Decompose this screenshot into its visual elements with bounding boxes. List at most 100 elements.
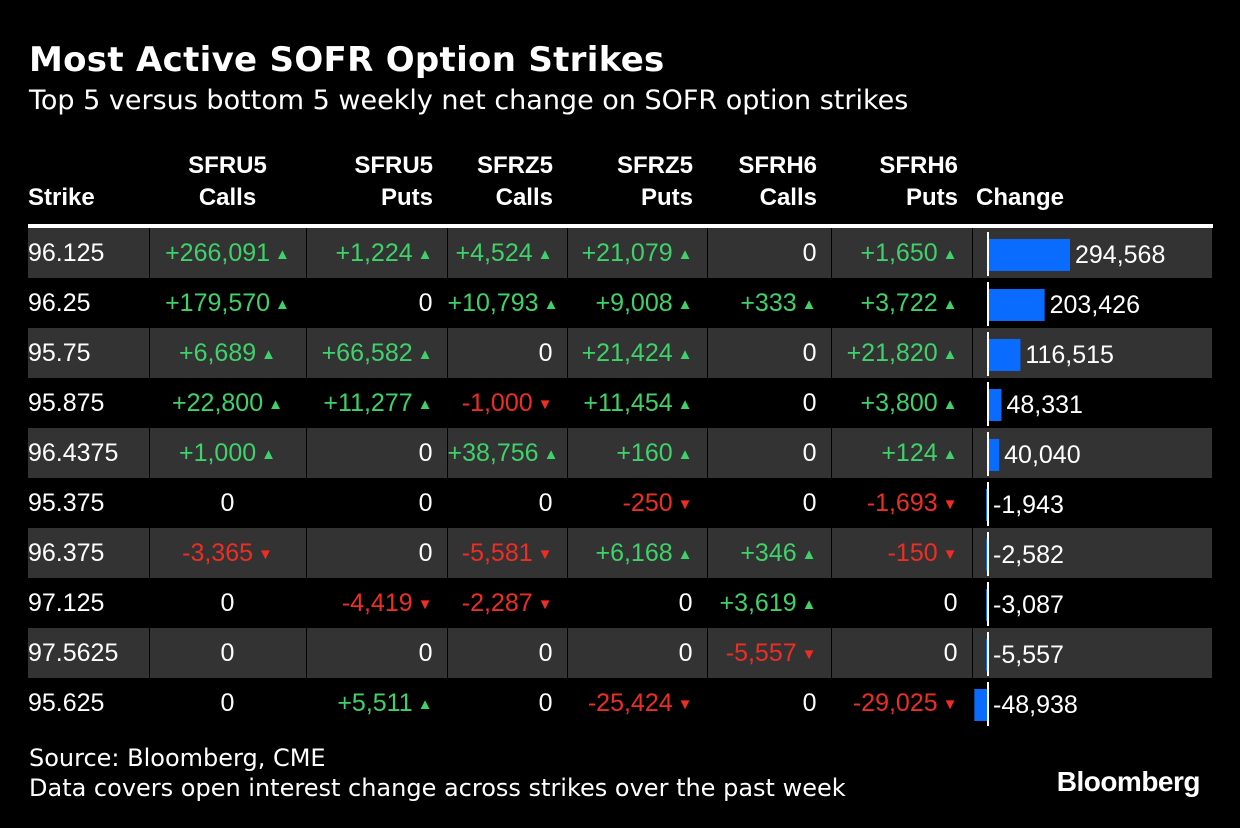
change-bar	[987, 389, 1001, 421]
cell-value: 0	[802, 438, 817, 467]
sfru5-calls-cell: -3,365 ▼	[149, 528, 307, 578]
sfrh6-puts-cell: -1,693 ▼	[831, 478, 973, 528]
sfrh6-calls-cell: +346 ▲	[707, 528, 832, 578]
change-data-label: -2,582	[993, 541, 1064, 569]
cell-value: -25,424	[587, 688, 673, 717]
change-data-label: -48,938	[993, 691, 1078, 719]
cell-value: +346	[740, 538, 797, 567]
cell-value: 0	[220, 688, 235, 717]
change-data-label: 48,331	[1006, 391, 1082, 419]
cell-value: 0	[802, 338, 817, 367]
down-arrow-icon: ▼	[417, 595, 433, 613]
cell-value: +38,756	[447, 438, 539, 467]
down-arrow-icon: ▼	[677, 695, 693, 713]
header-row: Strike SFRU5 Calls SFRU5 Puts SFRZ5 Calls S…	[28, 140, 1212, 228]
change-data-label: -1,943	[993, 491, 1064, 519]
cell-value: -250	[622, 488, 673, 517]
chart-subtitle: Top 5 versus bottom 5 weekly net change …	[29, 85, 909, 116]
change-cell: 203,426	[972, 278, 1213, 328]
sfru5-calls-cell: 0	[149, 678, 307, 728]
change-bar-chart: 116,515	[986, 332, 1114, 376]
header-sfru5-calls: SFRU5 Calls	[149, 140, 306, 228]
change-cell: -3,087	[972, 578, 1213, 628]
strike-cell: 97.5625	[28, 628, 150, 678]
sfrz5-puts-cell: +9,008 ▲	[567, 278, 708, 328]
sfrh6-puts-cell: 0	[831, 578, 973, 628]
cell-value: 0	[802, 488, 817, 517]
cell-value: +4,524	[455, 238, 533, 267]
cell-value: 0	[538, 338, 553, 367]
cell-value: -4,419	[341, 588, 413, 617]
cell-value: 0	[418, 538, 433, 567]
down-arrow-icon: ▼	[801, 645, 817, 663]
up-arrow-icon: ▲	[942, 245, 958, 263]
up-arrow-icon: ▲	[942, 395, 958, 413]
sfrz5-puts-cell: +11,454 ▲	[567, 378, 708, 428]
cell-value: +333	[740, 288, 797, 317]
table-row: 95.875 +22,800 ▲ +11,277 ▲ -1,000 ▼ +11,454 ▲ 0 +3…	[28, 378, 1213, 428]
up-arrow-icon: ▲	[801, 295, 817, 313]
sfrz5-calls-cell: -2,287 ▼	[447, 578, 568, 628]
change-bar	[987, 339, 1020, 371]
up-arrow-icon: ▲	[543, 445, 559, 463]
cell-value: +160	[616, 438, 673, 467]
change-bar-chart: -48,938	[973, 682, 1078, 726]
sfru5-calls-cell: 0	[149, 578, 307, 628]
cell-value: -150	[887, 538, 938, 567]
sfru5-calls-cell: +6,689 ▲	[149, 328, 307, 378]
change-cell: -5,557	[972, 628, 1213, 678]
up-arrow-icon: ▲	[677, 245, 693, 263]
table-row: 96.125 +266,091 ▲ +1,224 ▲ +4,524 ▲ +21,079 ▲ 0 +1…	[28, 226, 1213, 278]
change-cell: -48,938	[972, 678, 1213, 728]
strike-cell: 95.75	[28, 328, 150, 378]
sfrz5-puts-cell: +21,079 ▲	[567, 226, 708, 278]
up-arrow-icon: ▲	[417, 395, 433, 413]
up-arrow-icon: ▲	[417, 245, 433, 263]
change-data-label: 116,515	[1025, 341, 1114, 369]
change-bar-chart: 48,331	[986, 382, 1082, 426]
header-sfru5-puts: SFRU5 Puts	[306, 140, 447, 228]
cell-value: -2,287	[461, 588, 533, 617]
change-cell: 40,040	[972, 428, 1213, 478]
cell-value: 0	[220, 588, 235, 617]
cell-value: +9,008	[595, 288, 673, 317]
change-data-label: 203,426	[1049, 291, 1139, 319]
cell-value: 0	[220, 488, 235, 517]
up-arrow-icon: ▲	[417, 345, 433, 363]
sfru5-puts-cell: +66,582 ▲	[306, 328, 448, 378]
down-arrow-icon: ▼	[537, 595, 553, 613]
change-bar-chart: 203,426	[986, 282, 1140, 326]
sfrz5-calls-cell: -5,581 ▼	[447, 528, 568, 578]
change-bar	[987, 439, 999, 471]
data-note: Data covers open interest change across …	[29, 774, 846, 802]
sfrz5-calls-cell: 0	[447, 328, 568, 378]
change-bar	[973, 689, 988, 721]
cell-value: 0	[943, 638, 958, 667]
cell-value: -5,557	[725, 638, 797, 667]
down-arrow-icon: ▼	[942, 695, 958, 713]
down-arrow-icon: ▼	[537, 545, 553, 563]
cell-value: -29,025	[852, 688, 938, 717]
change-cell: -1,943	[972, 478, 1213, 528]
cell-value: 0	[802, 388, 817, 417]
cell-value: 0	[802, 238, 817, 267]
cell-value: 0	[538, 488, 553, 517]
cell-value: +21,820	[846, 338, 938, 367]
down-arrow-icon: ▼	[537, 395, 553, 413]
up-arrow-icon: ▲	[677, 445, 693, 463]
cell-value: +21,079	[581, 238, 673, 267]
sfru5-puts-cell: 0	[306, 428, 448, 478]
up-arrow-icon: ▲	[677, 545, 693, 563]
table-row: 97.125 0 -4,419 ▼ -2,287 ▼ 0 +3,619 ▲ 0 -3,087	[28, 578, 1213, 628]
sfru5-calls-cell: +179,570 ▲	[149, 278, 307, 328]
header-sfrz5-calls: SFRZ5 Calls	[447, 140, 567, 228]
up-arrow-icon: ▲	[942, 445, 958, 463]
sfrh6-calls-cell: 0	[707, 478, 832, 528]
change-bar-chart: 40,040	[986, 432, 1080, 476]
table-row: 95.375 0 0 0 -250 ▼ 0 -1,693 ▼ -1,943	[28, 478, 1213, 528]
cell-value: +21,424	[581, 338, 673, 367]
sfrh6-puts-cell: +3,800 ▲	[831, 378, 973, 428]
sfrh6-calls-cell: 0	[707, 328, 832, 378]
up-arrow-icon: ▲	[801, 545, 817, 563]
sfrh6-puts-cell: +3,722 ▲	[831, 278, 973, 328]
